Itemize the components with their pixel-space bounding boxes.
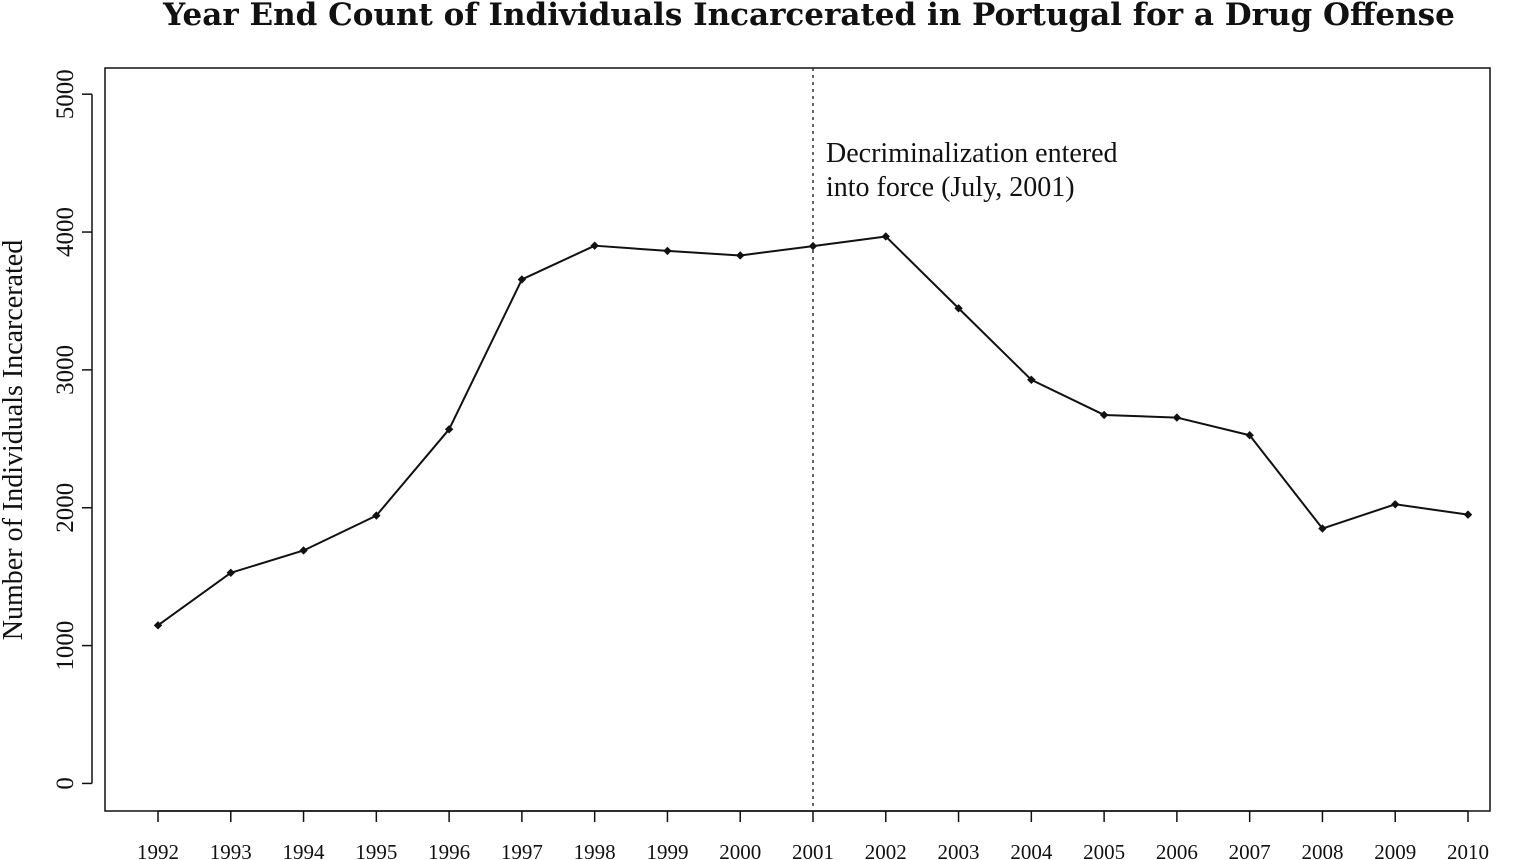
x-tick-label: 1994 xyxy=(283,840,326,860)
x-tick-label: 1996 xyxy=(428,840,470,860)
y-tick-label: 3000 xyxy=(52,345,79,395)
y-axis: 0 1000 2000 3000 4000 5000 xyxy=(52,69,93,790)
x-tick-label: 2007 xyxy=(1229,840,1271,860)
chart-title: Year End Count of Individuals Incarcerat… xyxy=(162,0,1455,33)
data-point xyxy=(1027,375,1036,385)
y-axis-label: Number of Individuals Incarcerated xyxy=(0,240,29,640)
data-point xyxy=(1391,500,1400,509)
annotation-line-1: Decriminalization entered xyxy=(826,138,1118,169)
data-point xyxy=(226,568,235,577)
data-point xyxy=(1463,510,1473,519)
data-point xyxy=(444,425,454,434)
x-tick-label: 1997 xyxy=(501,840,543,860)
x-tick-label: 2008 xyxy=(1301,840,1343,860)
x-tick-label: 1999 xyxy=(646,840,688,860)
x-tick-label: 2001 xyxy=(792,840,834,860)
y-tick-label: 0 xyxy=(52,777,79,790)
x-axis: 1992 1993 1994 1995 1996 1997 1998 1999 2000 2001… xyxy=(137,810,1489,860)
x-tick-label: 2004 xyxy=(1010,840,1053,860)
data-point xyxy=(517,275,527,284)
x-tick-label: 2010 xyxy=(1447,840,1489,860)
annotation-line-2: into force (July, 2001) xyxy=(826,172,1075,203)
data-point xyxy=(736,251,745,260)
y-tick-label: 4000 xyxy=(52,207,79,257)
data-point xyxy=(808,241,818,251)
data-point xyxy=(1245,431,1254,440)
y-tick-label: 2000 xyxy=(52,483,79,533)
plot-frame xyxy=(104,67,1491,812)
data-point xyxy=(299,546,308,555)
data-point xyxy=(1318,524,1327,533)
x-tick-label: 1998 xyxy=(574,840,616,860)
x-tick-label: 1993 xyxy=(210,840,252,860)
y-tick-label: 1000 xyxy=(52,621,79,671)
data-point xyxy=(153,621,163,630)
data-point xyxy=(1172,413,1182,422)
data-point xyxy=(590,241,599,250)
x-tick-label: 2003 xyxy=(938,840,980,860)
data-point xyxy=(881,232,890,241)
x-tick-label: 1995 xyxy=(355,840,397,860)
data-point xyxy=(372,511,381,520)
y-tick-label: 5000 xyxy=(52,69,79,119)
x-tick-label: 2002 xyxy=(865,840,907,860)
x-tick-label: 2005 xyxy=(1083,840,1125,860)
annotation-layer: Decriminalization entered into force (Ju… xyxy=(812,68,1125,811)
annotation-text: Decriminalization entered into force (Ju… xyxy=(826,138,1125,203)
x-tick-label: 2009 xyxy=(1374,840,1416,860)
x-tick-label: 2006 xyxy=(1156,840,1198,860)
data-point xyxy=(663,246,672,256)
data-point xyxy=(954,304,963,313)
series-layer xyxy=(153,232,1473,630)
x-tick-label: 1992 xyxy=(137,840,179,860)
x-tick-label: 2000 xyxy=(719,840,761,860)
data-point xyxy=(1099,410,1109,420)
